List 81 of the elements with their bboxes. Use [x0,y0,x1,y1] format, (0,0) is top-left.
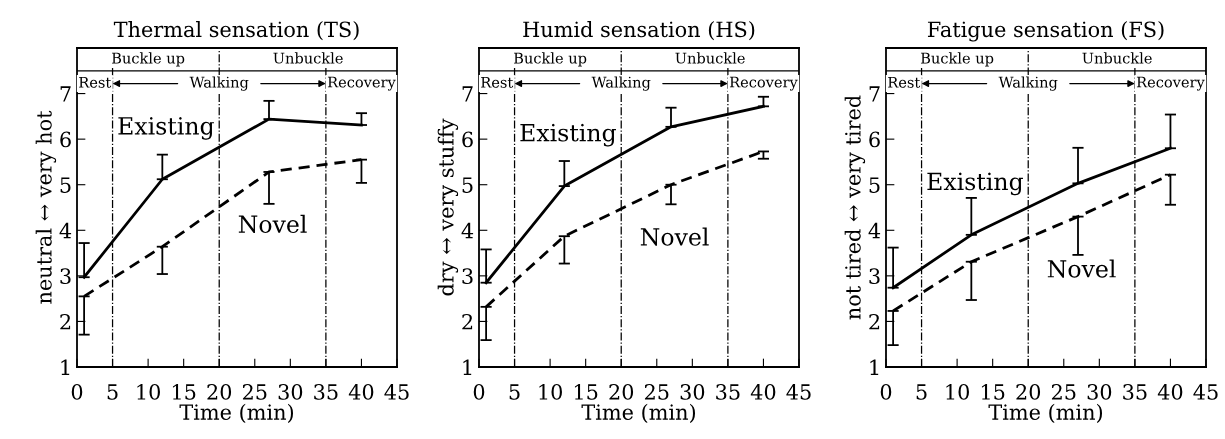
series-label: Existing [927,172,1023,196]
x-axis-title: Time (min) [988,403,1103,423]
y-tick-label: 3 [869,268,880,285]
annotation: Walking [591,76,651,91]
y-tick-label: 7 [60,86,71,102]
x-tick-label: 30 [680,384,705,400]
x-tick-label: 20 [207,384,232,400]
y-tick-label: 1 [61,359,70,375]
annotation: Rest [481,76,514,88]
y-tick-label: 4 [59,222,72,239]
annotation: Recovery [327,76,396,91]
x-tick-label: 0 [880,384,892,400]
y-tick-label: 6 [60,131,71,148]
x-tick-label: 45 [1193,384,1218,400]
x-tick-label: 25 [644,384,669,400]
annotation: Recovery [1136,76,1205,91]
series-label: Novel [1047,259,1116,278]
annotation: Unbuckle [675,52,745,64]
annotation: Walking [998,76,1058,91]
y-tick-label: 7 [462,86,473,102]
annotation: Buckle up [921,52,994,67]
x-tick-label: 45 [384,384,409,400]
chart-title: Fatigue sensation (FS) [927,21,1164,42]
y-tick-label: 2 [60,313,71,330]
y-tick-label: 3 [60,268,71,285]
x-tick-label: 40 [1157,384,1183,400]
y-tick-label: 5 [462,177,473,193]
annotation: Rest [79,76,112,88]
x-axis-title: Time (min) [179,403,294,423]
y-tick-label: 4 [461,222,474,239]
y-tick-label: 2 [869,313,880,330]
series-label: Existing [118,117,214,140]
x-tick-label: 10 [946,384,969,400]
x-tick-label: 30 [1087,384,1112,400]
y-tick-label: 6 [462,131,473,148]
y-tick-label: 5 [869,177,880,193]
x-tick-label: 40 [750,384,776,400]
y-tick-label: 7 [869,86,880,102]
y-tick-label: 2 [462,313,473,330]
y-tick-label: 1 [463,359,472,375]
x-tick-label: 20 [1016,384,1041,400]
x-tick-label: 45 [786,384,811,400]
annotation: Buckle up [112,52,185,67]
series-label: Novel [640,227,709,246]
y-tick-label: 4 [868,222,881,239]
series-label: Novel [238,214,307,234]
y-axis-title: neutral ↔ very hot [35,110,57,304]
y-tick-label: 1 [870,359,879,375]
x-tick-label: 25 [242,384,267,400]
x-tick-label: 5 [509,384,520,400]
chart-title: Humid sensation (HS) [523,21,755,41]
x-tick-label: 5 [107,384,118,400]
x-tick-label: 40 [348,384,374,400]
x-tick-label: 35 [716,384,740,400]
x-tick-label: 35 [314,384,338,400]
x-tick-label: 15 [574,384,598,400]
x-tick-label: 30 [278,384,303,400]
x-tick-label: 10 [539,384,562,400]
y-axis-title: not tired ↔ very tired [844,95,866,320]
annotation: Unbuckle [1082,52,1152,64]
series-label: Existing [520,123,616,147]
annotation: Walking [189,76,249,91]
x-axis-title: Time (min) [581,403,696,423]
annotation: Unbuckle [273,52,343,64]
x-tick-label: 35 [1123,384,1147,400]
x-tick-label: 10 [137,384,160,400]
y-axis-title: dry ↔ very stuffy [437,118,459,296]
chart-title: Thermal sensation (TS) [113,21,359,41]
y-tick-label: 3 [462,268,473,285]
x-tick-label: 20 [609,384,634,400]
x-tick-label: 25 [1051,384,1076,400]
annotation: Recovery [729,76,798,91]
x-tick-label: 15 [981,384,1005,400]
x-tick-label: 0 [71,384,83,400]
x-tick-label: 0 [473,384,485,400]
annotation: Rest [888,76,921,88]
y-tick-label: 5 [60,177,71,193]
x-tick-label: 15 [172,384,196,400]
annotation: Buckle up [514,52,587,67]
x-tick-label: 5 [916,384,927,400]
y-tick-label: 6 [869,131,880,148]
